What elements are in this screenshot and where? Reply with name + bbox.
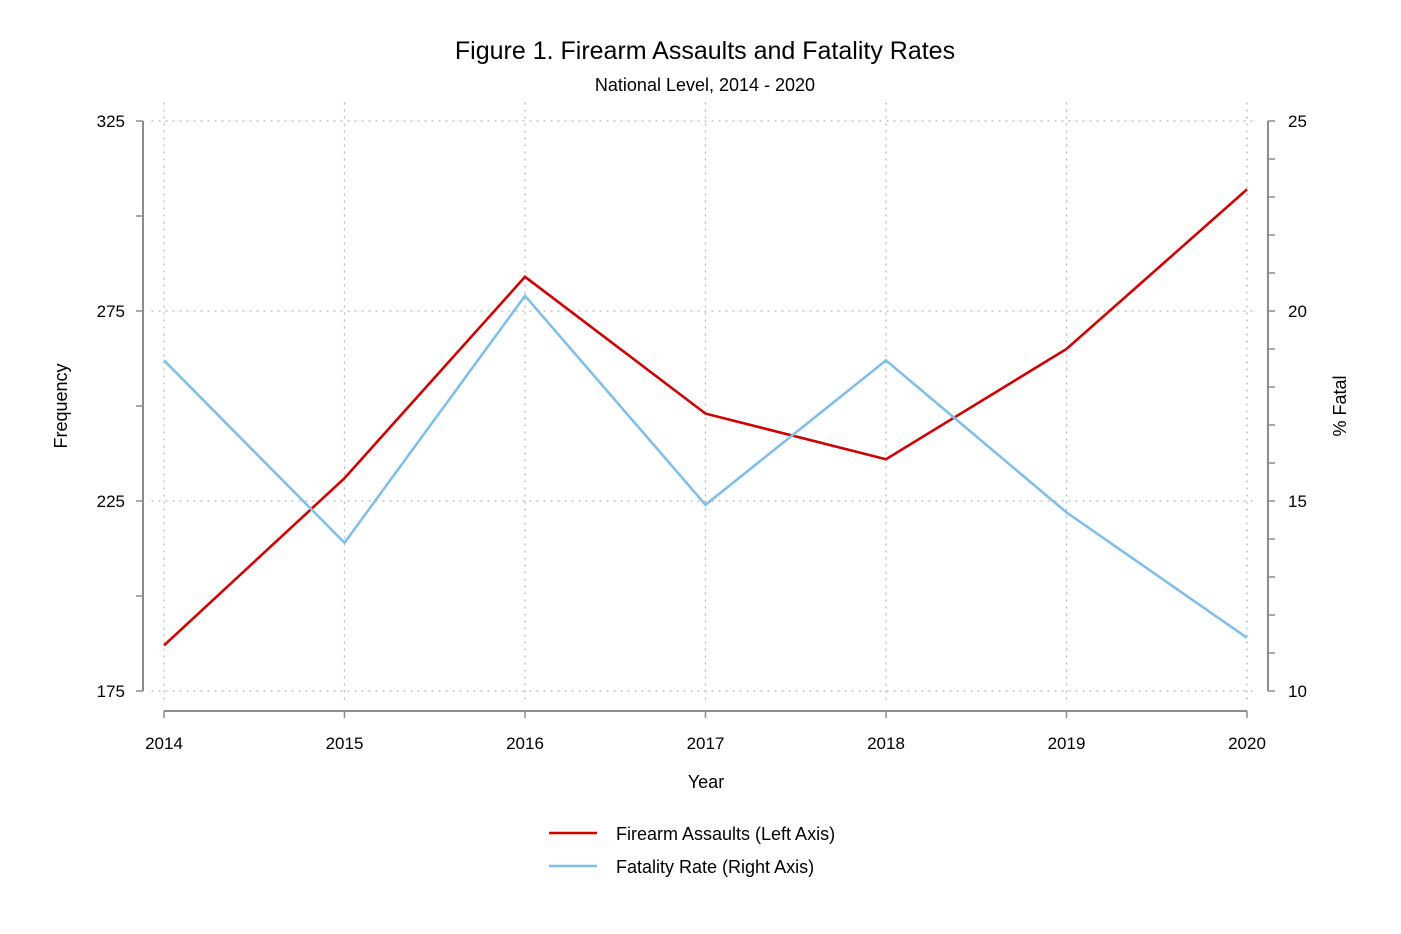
x-axis-tick-label: 2018: [867, 734, 905, 753]
x-axis-title: Year: [688, 772, 724, 792]
tick-labels: 175 225 275 325 10 15 20 25 2014 2015 2016 2017 2018…: [97, 112, 1307, 753]
legend: Firearm Assaults (Left Axis) Fatality Ra…: [549, 824, 835, 877]
y-axis-right-tick-label: 20: [1288, 302, 1307, 321]
y-axis-left-tick-label: 275: [97, 302, 125, 321]
x-axis-tick-label: 2016: [506, 734, 544, 753]
y-axis-left-tick-label: 175: [97, 682, 125, 701]
x-axis-tick-label: 2015: [326, 734, 364, 753]
series-line-fatality-rate: [163, 293, 1248, 639]
grid-lines: [151, 102, 1259, 701]
x-axis-tick-label: 2019: [1048, 734, 1086, 753]
y-axis-right-tick-label: 10: [1288, 682, 1307, 701]
x-axis-tick-label: 2017: [687, 734, 725, 753]
chart-title: Figure 1. Firearm Assaults and Fatality …: [455, 37, 955, 65]
legend-label-fatality-rate: Fatality Rate (Right Axis): [616, 857, 814, 877]
series-lines: [163, 188, 1248, 647]
axes: [136, 120, 1275, 718]
y-axis-left-tick-label: 225: [97, 492, 125, 511]
y-axis-right-title: % Fatal: [1330, 375, 1350, 436]
y-axis-left-tick-label: 325: [97, 112, 125, 131]
y-axis-right-tick-label: 15: [1288, 492, 1307, 511]
y-axis-right-tick-label: 25: [1288, 112, 1307, 131]
legend-label-firearm-assaults: Firearm Assaults (Left Axis): [616, 824, 835, 844]
chart-subtitle: National Level, 2014 - 2020: [595, 75, 815, 95]
x-axis-tick-label: 2014: [145, 734, 183, 753]
x-axis-tick-label: 2020: [1228, 734, 1266, 753]
y-axis-left-title: Frequency: [51, 363, 71, 448]
series-line-firearm-assaults: [163, 188, 1248, 647]
